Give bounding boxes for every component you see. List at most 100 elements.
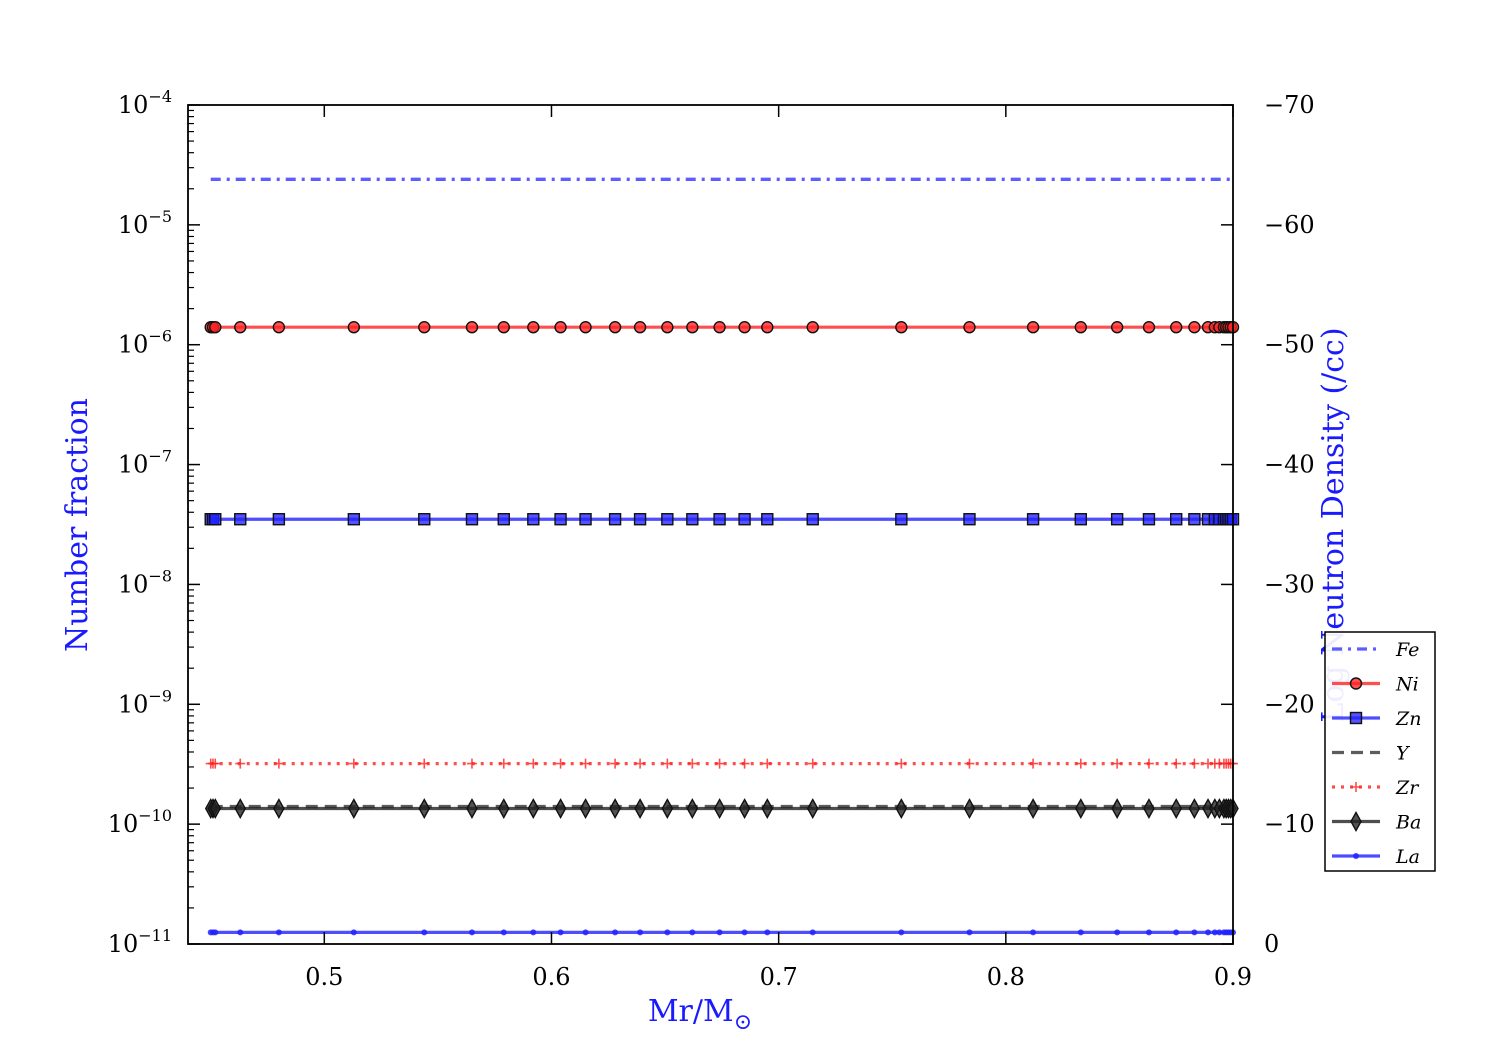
data-point-ni-9 (527, 320, 540, 334)
legend-marker-ni (1349, 677, 1363, 690)
data-point-zn-20 (895, 513, 908, 526)
data-point-zn-14 (661, 513, 674, 526)
data-point-zr-26 (1171, 758, 1182, 769)
data-point-zr-8 (498, 758, 509, 769)
legend-label-ni: Ni (1395, 674, 1419, 696)
data-point-zr-14 (662, 758, 673, 769)
data-point-zr-21 (964, 758, 975, 769)
series-ni (204, 320, 1240, 334)
data-point-zr-12 (610, 758, 621, 769)
y2-tick-label: −40 (1264, 451, 1315, 479)
data-point-ni-25 (1142, 320, 1156, 334)
data-point-zn-27 (1188, 513, 1201, 526)
data-point-ba-11 (579, 798, 592, 819)
data-point-zr-18 (762, 758, 773, 769)
data-point-ni-27 (1188, 320, 1201, 334)
series-zn (204, 513, 1240, 526)
legend-entry-zn: Zn (1332, 708, 1421, 730)
data-point-zr-4 (273, 758, 284, 769)
data-point-ba-7 (466, 798, 478, 819)
data-point-la-2 (212, 929, 219, 936)
data-point-ni-21 (963, 320, 976, 334)
data-point-ni-24 (1110, 320, 1124, 334)
y-axis-label: Number fraction (60, 398, 95, 652)
data-point-la-24 (1114, 929, 1121, 936)
data-point-zr-17 (739, 758, 750, 769)
data-point-la-12 (612, 929, 619, 936)
data-point-ba-15 (686, 798, 699, 819)
y-tick-label: 10−4 (118, 87, 172, 119)
data-point-la-11 (582, 929, 589, 936)
y-tick-label: 10−9 (118, 686, 172, 718)
data-point-ba-24 (1111, 798, 1123, 819)
data-point-ba-25 (1143, 798, 1155, 819)
data-point-zn-21 (963, 513, 976, 526)
data-point-ba-9 (527, 798, 540, 819)
data-point-ba-3 (234, 798, 247, 819)
data-point-la-3 (237, 929, 244, 936)
legend-label-ba: Ba (1395, 812, 1421, 834)
data-point-ni-2 (209, 320, 222, 334)
data-point-ni-13 (633, 320, 647, 334)
data-point-zn-18 (761, 513, 774, 526)
data-point-ni-10 (554, 320, 567, 334)
data-point-ni-18 (761, 320, 774, 334)
y-tick-label: 10−10 (108, 806, 172, 838)
data-point-zr-19 (807, 758, 818, 769)
x-tick-label: 0.7 (760, 963, 798, 991)
data-point-zn-9 (527, 513, 540, 526)
data-point-la-19 (809, 929, 816, 936)
x-axis-label: Mr/M⊙ (648, 994, 752, 1035)
data-point-la-7 (468, 929, 475, 936)
data-point-zr-16 (714, 758, 725, 769)
data-point-zn-8 (497, 513, 510, 526)
data-point-la-8 (500, 929, 507, 936)
legend-marker-la (1353, 853, 1359, 859)
data-point-zn-13 (633, 513, 647, 526)
data-point-ni-22 (1026, 320, 1040, 334)
data-point-zn-10 (554, 513, 567, 526)
data-point-la-21 (966, 929, 973, 936)
y-tick-label: 10−8 (118, 566, 172, 598)
legend-label-fe: Fe (1395, 639, 1419, 661)
legend-marker-ba (1350, 811, 1362, 832)
data-point-la-14 (664, 929, 671, 936)
data-point-ba-21 (963, 798, 976, 819)
data-point-zn-26 (1170, 513, 1183, 526)
data-point-ni-8 (497, 320, 510, 334)
data-point-zn-3 (234, 513, 247, 526)
data-point-ni-11 (579, 320, 592, 334)
data-point-zr-22 (1028, 758, 1039, 769)
legend-label-la: La (1395, 846, 1420, 868)
data-point-zn-11 (579, 513, 592, 526)
data-point-zr-11 (580, 758, 591, 769)
data-point-ni-20 (895, 320, 908, 334)
data-point-zn-5 (347, 513, 361, 526)
data-point-ni-14 (661, 320, 674, 334)
data-point-ni-16 (713, 320, 726, 334)
data-point-ba-10 (554, 798, 567, 819)
data-point-zr-3 (235, 758, 246, 769)
y2-tick-label: 0 (1264, 930, 1279, 958)
data-point-ba-19 (806, 798, 819, 819)
legend-marker-zn (1349, 711, 1363, 725)
sun-symbol: ⊙ (734, 1010, 752, 1035)
data-point-zn-16 (713, 513, 726, 526)
data-point-ba-16 (713, 798, 726, 819)
y-tick-label: 10−5 (118, 207, 172, 239)
data-point-zn-12 (608, 513, 622, 526)
data-point-ba-18 (761, 798, 774, 819)
data-point-zr-13 (635, 758, 646, 769)
data-point-ba-23 (1074, 798, 1087, 819)
data-point-la-29 (1211, 929, 1218, 936)
data-point-zr-23 (1075, 758, 1086, 769)
x-tick-label: 0.9 (1214, 963, 1252, 991)
data-point-ba-6 (418, 798, 431, 819)
y2-tick-label: −30 (1264, 570, 1315, 598)
data-point-zn-25 (1142, 513, 1156, 526)
data-point-ba-22 (1027, 798, 1039, 819)
y2-tick-label: −10 (1264, 810, 1315, 838)
data-point-zr-10 (555, 758, 566, 769)
axes: 0.5 0.6 0.7 0.8 0.9 10−4 10−5 10−6 10−7 10−8 10−9 1… (108, 87, 1315, 991)
series-zr (205, 758, 1238, 769)
